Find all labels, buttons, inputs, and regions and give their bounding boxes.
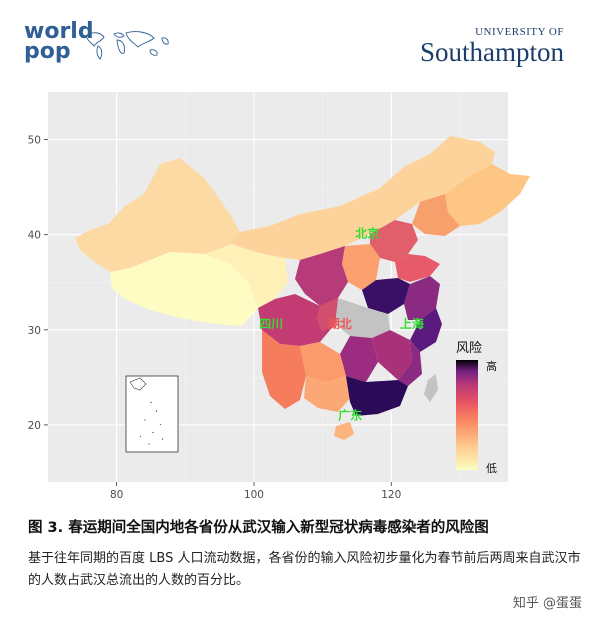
y-tick-label: 30: [28, 325, 41, 337]
world-map-icon: [85, 31, 169, 60]
region-heilongjiang-jilin: [445, 164, 530, 226]
region-ningxia-shaanxi: [295, 246, 348, 306]
x-tick-label: 80: [110, 489, 123, 501]
province-label: 湖北: [328, 316, 352, 331]
region-gansu-nei-menggu: [232, 136, 495, 260]
region-tibet: [110, 252, 258, 326]
province-regions: [75, 136, 530, 440]
worldpop-logo-text: world pop: [24, 19, 94, 64]
y-tick-label: 20: [28, 420, 41, 432]
legend-low-label: 低: [486, 462, 497, 475]
region-xinjiang: [75, 158, 240, 272]
region-jiangxi: [372, 330, 412, 380]
province-label: 上海: [400, 316, 424, 331]
region-shanghai-zhejiang: [410, 308, 442, 352]
region-fujian: [398, 340, 422, 386]
legend-high-label: 高: [486, 359, 497, 373]
southampton-logo: UNIVERSITY OF Southampton: [419, 26, 564, 67]
region-jiangsu-anhui: [404, 276, 440, 320]
south-china-sea-inset: [125, 375, 179, 453]
province-label: 四川: [259, 317, 283, 331]
y-axis: 20 30 40 50: [28, 135, 48, 432]
region-guangxi: [304, 376, 352, 412]
region-taiwan: [424, 374, 438, 402]
province-label: 广东: [338, 407, 362, 422]
inset-frame: [125, 375, 179, 453]
legend-colorbar: [456, 360, 478, 470]
region-yunnan: [262, 330, 306, 409]
legend: 风险 高 低: [456, 341, 497, 475]
region-sichuan: [258, 294, 338, 346]
region-guangdong: [346, 376, 408, 416]
x-axis: 80 100 120: [110, 482, 401, 501]
region-shandong: [395, 254, 440, 282]
region-guizhou: [300, 342, 346, 382]
x-tick-label: 120: [381, 489, 401, 501]
province-label: 北京: [355, 226, 379, 241]
region-liaoning: [412, 194, 460, 236]
region-hunan: [340, 336, 378, 382]
region-beijing-hebei: [370, 220, 418, 262]
region-henan: [362, 278, 410, 314]
chart-area: 北京四川 湖北 上海广东 80 100 120 20 30 40 50 风险 高 低: [0, 84, 600, 510]
region-qinghai: [205, 244, 288, 308]
y-tick-label: 50: [28, 135, 41, 147]
y-tick-label: 40: [28, 230, 41, 242]
header: world pop UNIVERSITY OF Southampton: [0, 0, 600, 80]
x-tick-label: 100: [244, 489, 264, 501]
legend-title: 风险: [456, 341, 482, 356]
figure-caption-title: 图 3. 春运期间全国内地各省份从武汉输入新型冠状病毒感染者的风险图: [28, 520, 489, 536]
region-chongqing: [316, 298, 338, 332]
region-hainan: [334, 422, 354, 440]
region-hubei: [335, 298, 390, 338]
figure-caption-body: 基于往年同期的百度 LBS 人口流动数据，各省份的输入风险初步量化为春节前后两周…: [28, 551, 581, 588]
region-shanxi: [342, 244, 380, 290]
worldpop-logo: world pop: [24, 19, 174, 66]
watermark: 知乎 @蛋蛋: [512, 596, 582, 611]
